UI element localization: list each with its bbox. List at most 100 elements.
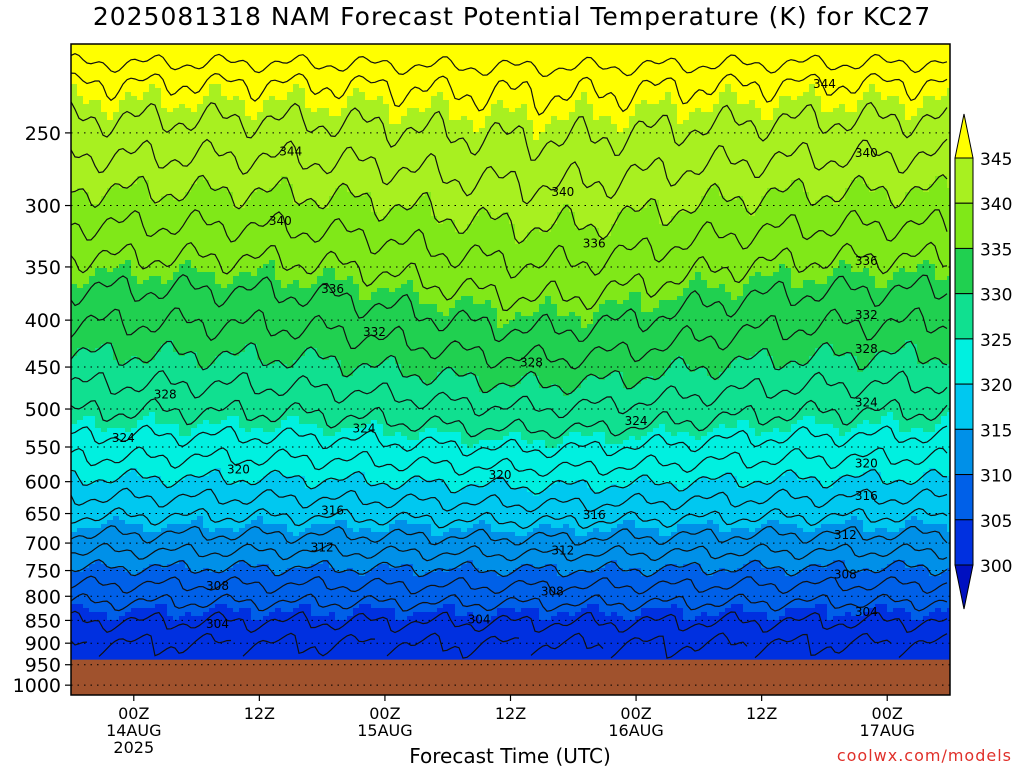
contour-fill-cell	[185, 492, 192, 497]
contour-fill-cell	[113, 412, 120, 417]
contour-fill-cell	[161, 60, 168, 65]
contour-fill-cell	[191, 280, 198, 285]
contour-fill-cell	[149, 600, 156, 605]
contour-fill-cell	[137, 72, 144, 77]
contour-fill-cell	[137, 156, 144, 161]
contour-fill-cell	[167, 616, 174, 621]
contour-fill-cell	[173, 272, 180, 277]
contour-fill-cell	[71, 68, 78, 73]
contour-fill-cell	[173, 324, 180, 329]
contour-fill-cell	[101, 120, 108, 125]
contour-fill-cell	[233, 224, 240, 229]
contour-fill-cell	[89, 508, 96, 513]
contour-fill-cell	[245, 440, 252, 445]
contour-fill-cell	[107, 312, 114, 317]
contour-fill-cell	[227, 500, 234, 505]
contour-fill-cell	[95, 44, 102, 49]
contour-fill-cell	[215, 196, 222, 201]
contour-fill-cell	[119, 72, 126, 77]
contour-fill-cell	[131, 372, 138, 377]
contour-fill-cell	[179, 468, 186, 473]
contour-fill-cell	[173, 136, 180, 141]
contour-fill-cell	[71, 656, 78, 661]
contour-fill-cell	[197, 48, 204, 53]
contour-fill-cell	[227, 92, 234, 97]
contour-fill-cell	[173, 88, 180, 93]
contour-fill-cell	[209, 188, 216, 193]
contour-fill-cell	[221, 196, 228, 201]
contour-fill-cell	[113, 636, 120, 641]
contour-fill-cell	[227, 296, 234, 301]
contour-fill-cell	[239, 636, 246, 641]
contour-fill-cell	[245, 432, 252, 437]
contour-fill-cell	[131, 332, 138, 337]
contour-fill-cell	[137, 48, 144, 53]
contour-fill-cell	[215, 528, 222, 533]
contour-fill-cell	[185, 96, 192, 101]
contour-fill-cell	[191, 240, 198, 245]
contour-fill-cell	[89, 572, 96, 577]
contour-fill-cell	[221, 308, 228, 313]
contour-fill-cell	[179, 240, 186, 245]
contour-fill-cell	[161, 260, 168, 265]
contour-fill-cell	[197, 644, 204, 649]
contour-fill-cell	[101, 608, 108, 613]
contour-fill-cell	[197, 60, 204, 65]
contour-fill-cell	[191, 144, 198, 149]
contour-fill-cell	[245, 392, 252, 397]
contour-fill-cell	[89, 248, 96, 253]
contour-fill-cell	[227, 352, 234, 357]
contour-fill-cell	[107, 248, 114, 253]
contour-fill-cell	[155, 76, 162, 81]
contour-fill-cell	[89, 44, 96, 49]
contour-fill-cell	[227, 128, 234, 133]
contour-fill-cell	[239, 304, 246, 309]
contour-fill-cell	[143, 108, 150, 113]
contour-fill-cell	[95, 452, 102, 457]
contour-fill-cell	[185, 420, 192, 425]
contour-fill-cell	[71, 296, 78, 301]
contour-fill-cell	[143, 204, 150, 209]
contour-fill-cell	[125, 480, 132, 485]
contour-fill-cell	[197, 316, 204, 321]
contour-fill-cell	[227, 436, 234, 441]
contour-fill-cell	[77, 480, 84, 485]
contour-fill-cell	[209, 176, 216, 181]
contour-fill-cell	[179, 252, 186, 257]
contour-fill-cell	[131, 456, 138, 461]
contour-fill-cell	[233, 488, 240, 493]
contour-fill-cell	[245, 56, 252, 61]
contour-fill-cell	[107, 588, 114, 593]
contour-fill-cell	[197, 292, 204, 297]
contour-fill-cell	[203, 580, 210, 585]
contour-fill-cell	[95, 360, 102, 365]
contour-fill-cell	[113, 480, 120, 485]
contour-fill-cell	[203, 464, 210, 469]
contour-fill-cell	[215, 356, 222, 361]
contour-fill-cell	[215, 100, 222, 105]
contour-fill-cell	[131, 556, 138, 561]
contour-fill-cell	[71, 80, 78, 85]
contour-fill-cell	[209, 232, 216, 237]
contour-fill-cell	[167, 568, 174, 573]
contour-fill-cell	[101, 356, 108, 361]
contour-fill-cell	[161, 388, 168, 393]
contour-fill-cell	[149, 608, 156, 613]
contour-fill-cell	[77, 508, 84, 513]
contour-fill-cell	[191, 456, 198, 461]
contour-fill-cell	[149, 192, 156, 197]
contour-fill-cell	[245, 404, 252, 409]
contour-fill-cell	[227, 124, 234, 129]
contour-fill-cell	[197, 396, 204, 401]
contour-fill-cell	[239, 576, 246, 581]
contour-fill-cell	[101, 592, 108, 597]
contour-fill-cell	[131, 312, 138, 317]
contour-fill-cell	[173, 332, 180, 337]
contour-fill-cell	[179, 308, 186, 313]
contour-fill-cell	[119, 584, 126, 589]
contour-fill-cell	[71, 188, 78, 193]
contour-fill-cell	[161, 204, 168, 209]
contour-fill-cell	[173, 360, 180, 365]
contour-fill-cell	[179, 176, 186, 181]
contour-fill-cell	[77, 264, 84, 269]
